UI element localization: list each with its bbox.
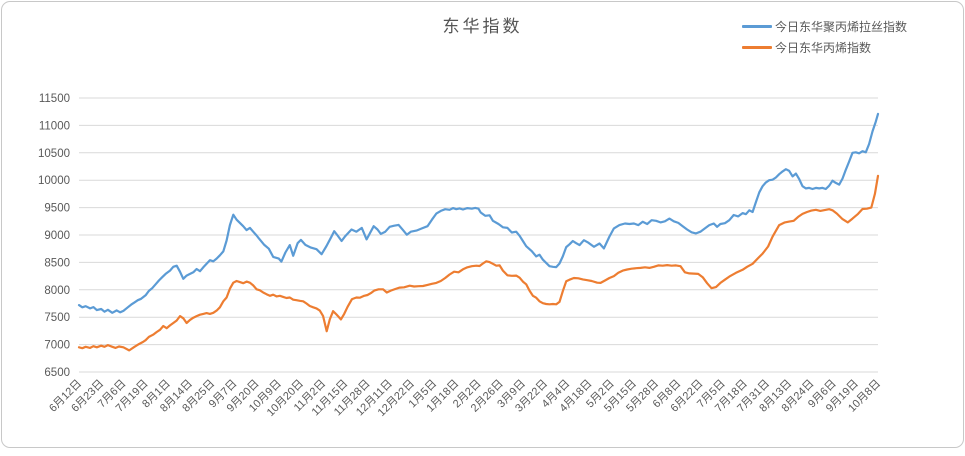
y-axis-tick-label: 11000 [39,120,70,132]
chart-title: 东华指数 [442,17,523,36]
y-axis-tick-label: 10000 [38,175,70,187]
series-line-propylene-index [77,174,880,352]
series-line-pp-drawing-index [77,112,880,314]
y-axis-tick-label: 7000 [44,340,70,352]
legend-label: 今日东华聚丙烯拉丝指数 [774,20,907,34]
y-axis-tick-label: 10500 [38,148,70,160]
legend-item-propylene-index[interactable]: 今日东华丙烯指数 [741,39,907,56]
y-axis-tick-label: 9000 [44,230,70,242]
legend-label: 今日东华丙烯指数 [774,41,871,55]
y-axis-tick-label: 7500 [44,312,70,324]
y-axis-tick-label: 9500 [44,203,70,215]
y-axis-tick-label: 8000 [44,285,70,297]
legend-item-pp-drawing-index[interactable]: 今日东华聚丙烯拉丝指数 [741,18,907,35]
y-axis-tick-label: 8500 [44,257,70,269]
chart-container: 东华指数 今日东华聚丙烯拉丝指数 今日东华丙烯指数 6500 7000 7500 80… [1,1,964,448]
legend-line-swatch-orange [741,46,772,49]
y-axis-tick-label: 6500 [44,367,70,379]
line-chart-plot: 6500 7000 7500 8000 8500 9000 9500 10000 10500 11… [38,93,883,419]
y-axis-tick-label: 11500 [39,93,70,105]
legend-line-swatch-blue [741,25,772,28]
legend: 今日东华聚丙烯拉丝指数 今日东华丙烯指数 [741,18,907,56]
